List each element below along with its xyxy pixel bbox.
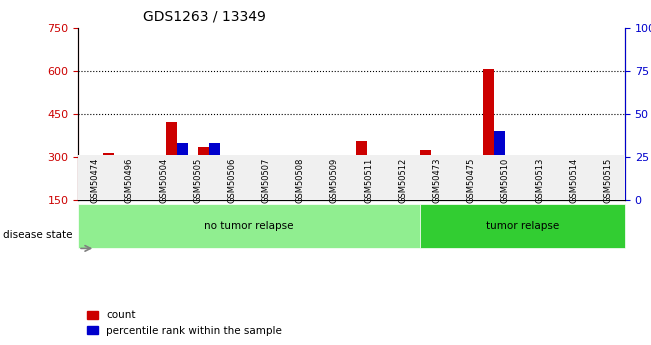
Text: GDS1263 / 13349: GDS1263 / 13349 bbox=[143, 10, 266, 24]
Bar bbox=[166, 122, 177, 200]
Bar bbox=[261, 186, 272, 200]
FancyBboxPatch shape bbox=[78, 204, 420, 248]
Text: GSM50505: GSM50505 bbox=[193, 157, 202, 203]
Bar bbox=[114, 157, 125, 200]
Bar bbox=[103, 152, 114, 200]
Bar bbox=[420, 150, 431, 200]
Bar bbox=[293, 179, 304, 200]
Bar bbox=[304, 162, 315, 200]
Text: no tumor relapse: no tumor relapse bbox=[204, 221, 294, 231]
Text: GSM50474: GSM50474 bbox=[90, 157, 100, 203]
Bar bbox=[494, 131, 505, 200]
Bar bbox=[399, 166, 410, 200]
Text: GSM50473: GSM50473 bbox=[432, 157, 441, 203]
Bar bbox=[209, 143, 220, 200]
Bar bbox=[557, 169, 568, 200]
Bar bbox=[367, 157, 378, 200]
Text: GSM50506: GSM50506 bbox=[227, 157, 236, 203]
Bar bbox=[177, 143, 189, 200]
Text: GSM50504: GSM50504 bbox=[159, 157, 168, 203]
Bar bbox=[336, 162, 347, 200]
Bar bbox=[198, 147, 209, 200]
Bar bbox=[230, 173, 241, 200]
Bar bbox=[325, 170, 336, 200]
Bar bbox=[272, 174, 283, 200]
Text: disease state: disease state bbox=[3, 230, 73, 239]
Bar bbox=[483, 69, 494, 200]
Bar bbox=[462, 174, 473, 200]
Bar bbox=[578, 176, 589, 200]
Text: GSM50515: GSM50515 bbox=[603, 157, 613, 203]
Bar bbox=[526, 162, 537, 200]
Bar bbox=[356, 141, 367, 200]
Bar bbox=[546, 167, 557, 200]
Bar bbox=[388, 169, 399, 200]
Text: GSM50507: GSM50507 bbox=[262, 157, 271, 203]
Bar bbox=[241, 162, 252, 200]
Legend: count, percentile rank within the sample: count, percentile rank within the sample bbox=[83, 306, 286, 340]
Text: GSM50475: GSM50475 bbox=[467, 157, 476, 203]
Text: GSM50513: GSM50513 bbox=[535, 157, 544, 203]
Text: GSM50512: GSM50512 bbox=[398, 157, 408, 203]
Text: GSM50496: GSM50496 bbox=[125, 157, 134, 203]
Bar bbox=[135, 155, 146, 200]
Text: GSM50514: GSM50514 bbox=[569, 157, 578, 203]
Bar bbox=[514, 172, 526, 200]
Bar bbox=[589, 162, 600, 200]
Text: tumor relapse: tumor relapse bbox=[486, 221, 559, 231]
Bar bbox=[431, 157, 442, 200]
Text: GSM50510: GSM50510 bbox=[501, 157, 510, 203]
Text: GSM50509: GSM50509 bbox=[330, 157, 339, 203]
Bar bbox=[146, 197, 157, 200]
Text: GSM50508: GSM50508 bbox=[296, 157, 305, 203]
FancyBboxPatch shape bbox=[420, 204, 625, 248]
Bar bbox=[451, 195, 462, 200]
Text: GSM50511: GSM50511 bbox=[364, 157, 373, 203]
